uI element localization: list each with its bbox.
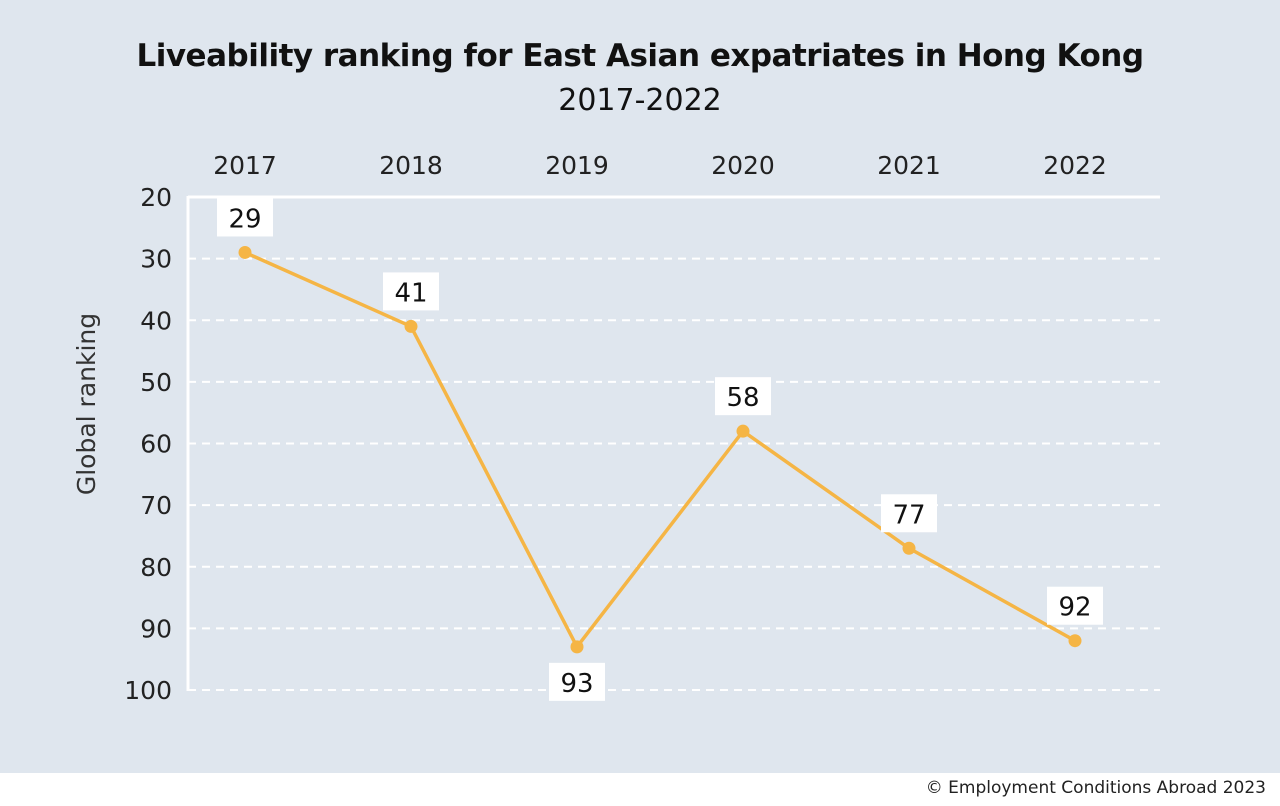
y-axis-label: Global ranking: [72, 313, 101, 495]
x-tick-label: 2019: [545, 151, 609, 180]
x-tick-label: 2020: [711, 151, 775, 180]
y-tick-label: 40: [140, 306, 172, 335]
grid-lines: [188, 257, 1160, 691]
x-tick-label: 2017: [213, 151, 277, 180]
data-label-box: [1047, 586, 1103, 625]
y-tick-label: 100: [124, 676, 172, 705]
data-point: [736, 424, 750, 438]
data-point: [404, 319, 418, 333]
data-label-box: [881, 494, 937, 533]
data-label-box: [549, 662, 605, 701]
chart-subtitle: 2017-2022: [558, 83, 722, 118]
chart-title: Liveability ranking for East Asian expat…: [136, 38, 1144, 74]
tick-labels: 20 30 40 50 60 70 80 90 100 2017 2018 2019 2020 2021 2…: [124, 151, 1107, 705]
line-chart: 20 30 40 50 60 70 80 90 100 2017 2018 2019 2020 2021 2…: [72, 151, 1160, 705]
series-line: [238, 245, 1082, 654]
x-tick-label: 2022: [1043, 151, 1107, 180]
data-point: [902, 541, 916, 555]
data-label: 58: [726, 383, 759, 413]
y-tick-label: 80: [140, 553, 172, 582]
series-polyline: [244, 250, 1076, 649]
x-tick-label: 2018: [379, 151, 443, 180]
chart-panel: [0, 0, 1280, 773]
data-label-box: [715, 377, 771, 416]
y-tick-label: 90: [140, 614, 172, 643]
data-point: [238, 245, 252, 259]
y-tick-label: 20: [140, 183, 172, 212]
y-tick-label: 30: [140, 245, 172, 274]
data-label: 92: [1058, 593, 1091, 623]
data-label-box: [383, 272, 439, 311]
data-label: 77: [892, 500, 925, 530]
data-labels: 29 41 93 58 77 92: [217, 198, 1103, 701]
data-label-box: [217, 198, 273, 237]
data-label: 29: [228, 204, 261, 234]
data-point: [1068, 634, 1082, 648]
axes: [186, 195, 1160, 691]
data-label: 41: [394, 278, 427, 308]
copyright-footer: © Employment Conditions Abroad 2023: [925, 778, 1266, 798]
y-tick-label: 70: [140, 491, 172, 520]
x-tick-label: 2021: [877, 151, 941, 180]
data-point: [570, 640, 584, 654]
y-tick-label: 50: [140, 368, 172, 397]
y-tick-label: 60: [140, 430, 172, 459]
data-label: 93: [560, 669, 593, 699]
